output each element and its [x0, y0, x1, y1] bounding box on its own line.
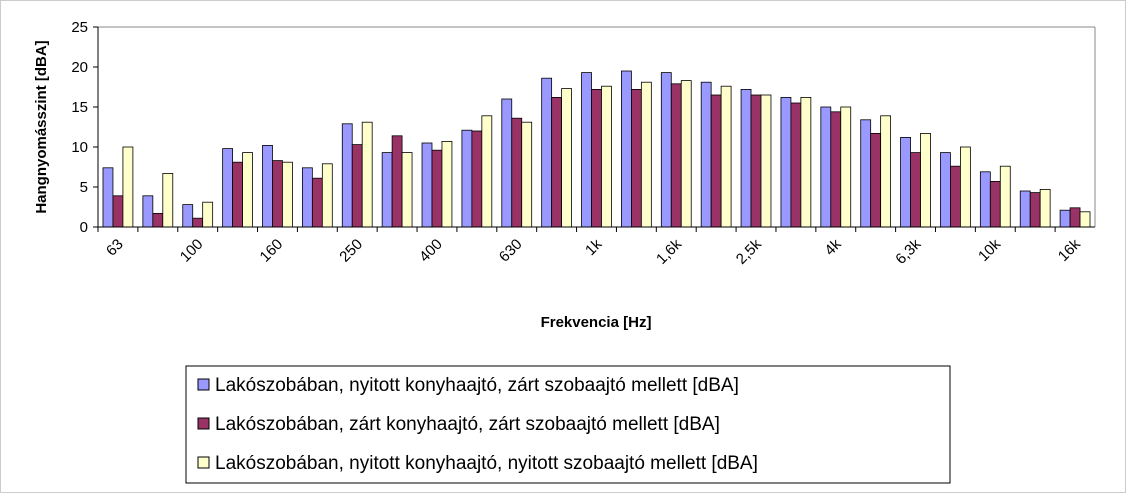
bar: [481, 115, 493, 228]
bar: [591, 89, 602, 228]
bar: [780, 97, 792, 228]
bar: [960, 146, 971, 228]
bar: [102, 167, 114, 228]
bar: [421, 142, 433, 228]
bar: [142, 195, 154, 228]
bar: [1029, 192, 1041, 228]
bar: [441, 140, 453, 228]
bar: [301, 167, 313, 228]
bar: [311, 177, 323, 228]
bar: [242, 152, 253, 228]
bar: [1079, 211, 1091, 228]
bar: [750, 94, 762, 228]
bar: [391, 135, 403, 228]
bar: [202, 201, 214, 228]
bar: [232, 161, 243, 228]
bar: [950, 165, 961, 228]
bar: [501, 98, 513, 228]
bar: [900, 136, 911, 228]
bar: [351, 144, 363, 228]
legend-label: Lakószobában, nyitott konyhaajtó, zárt s…: [215, 375, 739, 396]
bar: [182, 204, 194, 228]
legend-swatch: [197, 456, 210, 469]
bar: [162, 172, 174, 228]
bar: [192, 217, 204, 228]
bar: [272, 160, 283, 228]
bar: [1039, 188, 1051, 228]
bar: [760, 94, 772, 228]
bar: [1019, 190, 1031, 228]
bar: [680, 80, 692, 228]
bar: [511, 117, 523, 228]
bar: [222, 148, 233, 228]
bar: [461, 129, 473, 228]
y-tick-label: 25: [71, 19, 88, 36]
bar: [551, 97, 563, 228]
bar: [601, 85, 612, 228]
legend-label: Lakószobában, nyitott konyhaajtó, nyitot…: [215, 453, 758, 474]
y-tick-label: 15: [71, 99, 88, 116]
y-tick-label: 20: [71, 59, 88, 76]
bar: [361, 121, 373, 228]
bar: [561, 88, 572, 228]
bar: [870, 132, 882, 228]
y-tick-label: 5: [80, 179, 88, 196]
bar: [640, 81, 652, 228]
bar: [521, 121, 533, 228]
bar: [989, 180, 1001, 228]
bar: [820, 106, 832, 228]
bar: [112, 195, 124, 228]
y-tick-label: 10: [71, 139, 88, 156]
bar: [630, 89, 642, 228]
legend-label: Lakószobában, zárt konyhaajtó, zárt szob…: [215, 414, 720, 435]
bar: [670, 83, 682, 228]
bar: [700, 81, 712, 228]
bar: [840, 106, 852, 228]
bar: [262, 144, 273, 228]
bar: [152, 212, 164, 228]
legend-swatch: [197, 378, 210, 391]
x-axis-label: Frekvencia [Hz]: [541, 314, 652, 331]
bar: [431, 149, 443, 228]
bar: [740, 89, 752, 228]
bar: [1059, 209, 1071, 228]
bar: [341, 123, 353, 228]
bar: [471, 130, 483, 228]
bar: [660, 72, 672, 228]
bar: [621, 70, 632, 228]
bar: [800, 97, 812, 228]
bar: [880, 115, 892, 228]
bar: [1069, 207, 1081, 228]
bar: [999, 165, 1011, 228]
bar: [710, 94, 722, 228]
bar: [910, 152, 921, 228]
legend: [185, 365, 951, 484]
bar: [940, 152, 951, 228]
bar: [321, 163, 333, 228]
y-tick-label: 0: [80, 219, 88, 236]
bar: [401, 152, 413, 228]
bar: [830, 111, 842, 228]
bar: [979, 171, 991, 228]
bar: [920, 132, 931, 228]
bar: [790, 102, 802, 228]
bar: [860, 119, 872, 228]
bar: [720, 85, 732, 228]
bar: [541, 77, 553, 228]
bar: [381, 152, 393, 228]
legend-swatch: [197, 417, 210, 430]
bar: [122, 146, 134, 228]
bar: [581, 72, 592, 228]
y-axis-label: Hangnyomásszint [dBA]: [33, 40, 50, 213]
bar: [282, 161, 293, 228]
